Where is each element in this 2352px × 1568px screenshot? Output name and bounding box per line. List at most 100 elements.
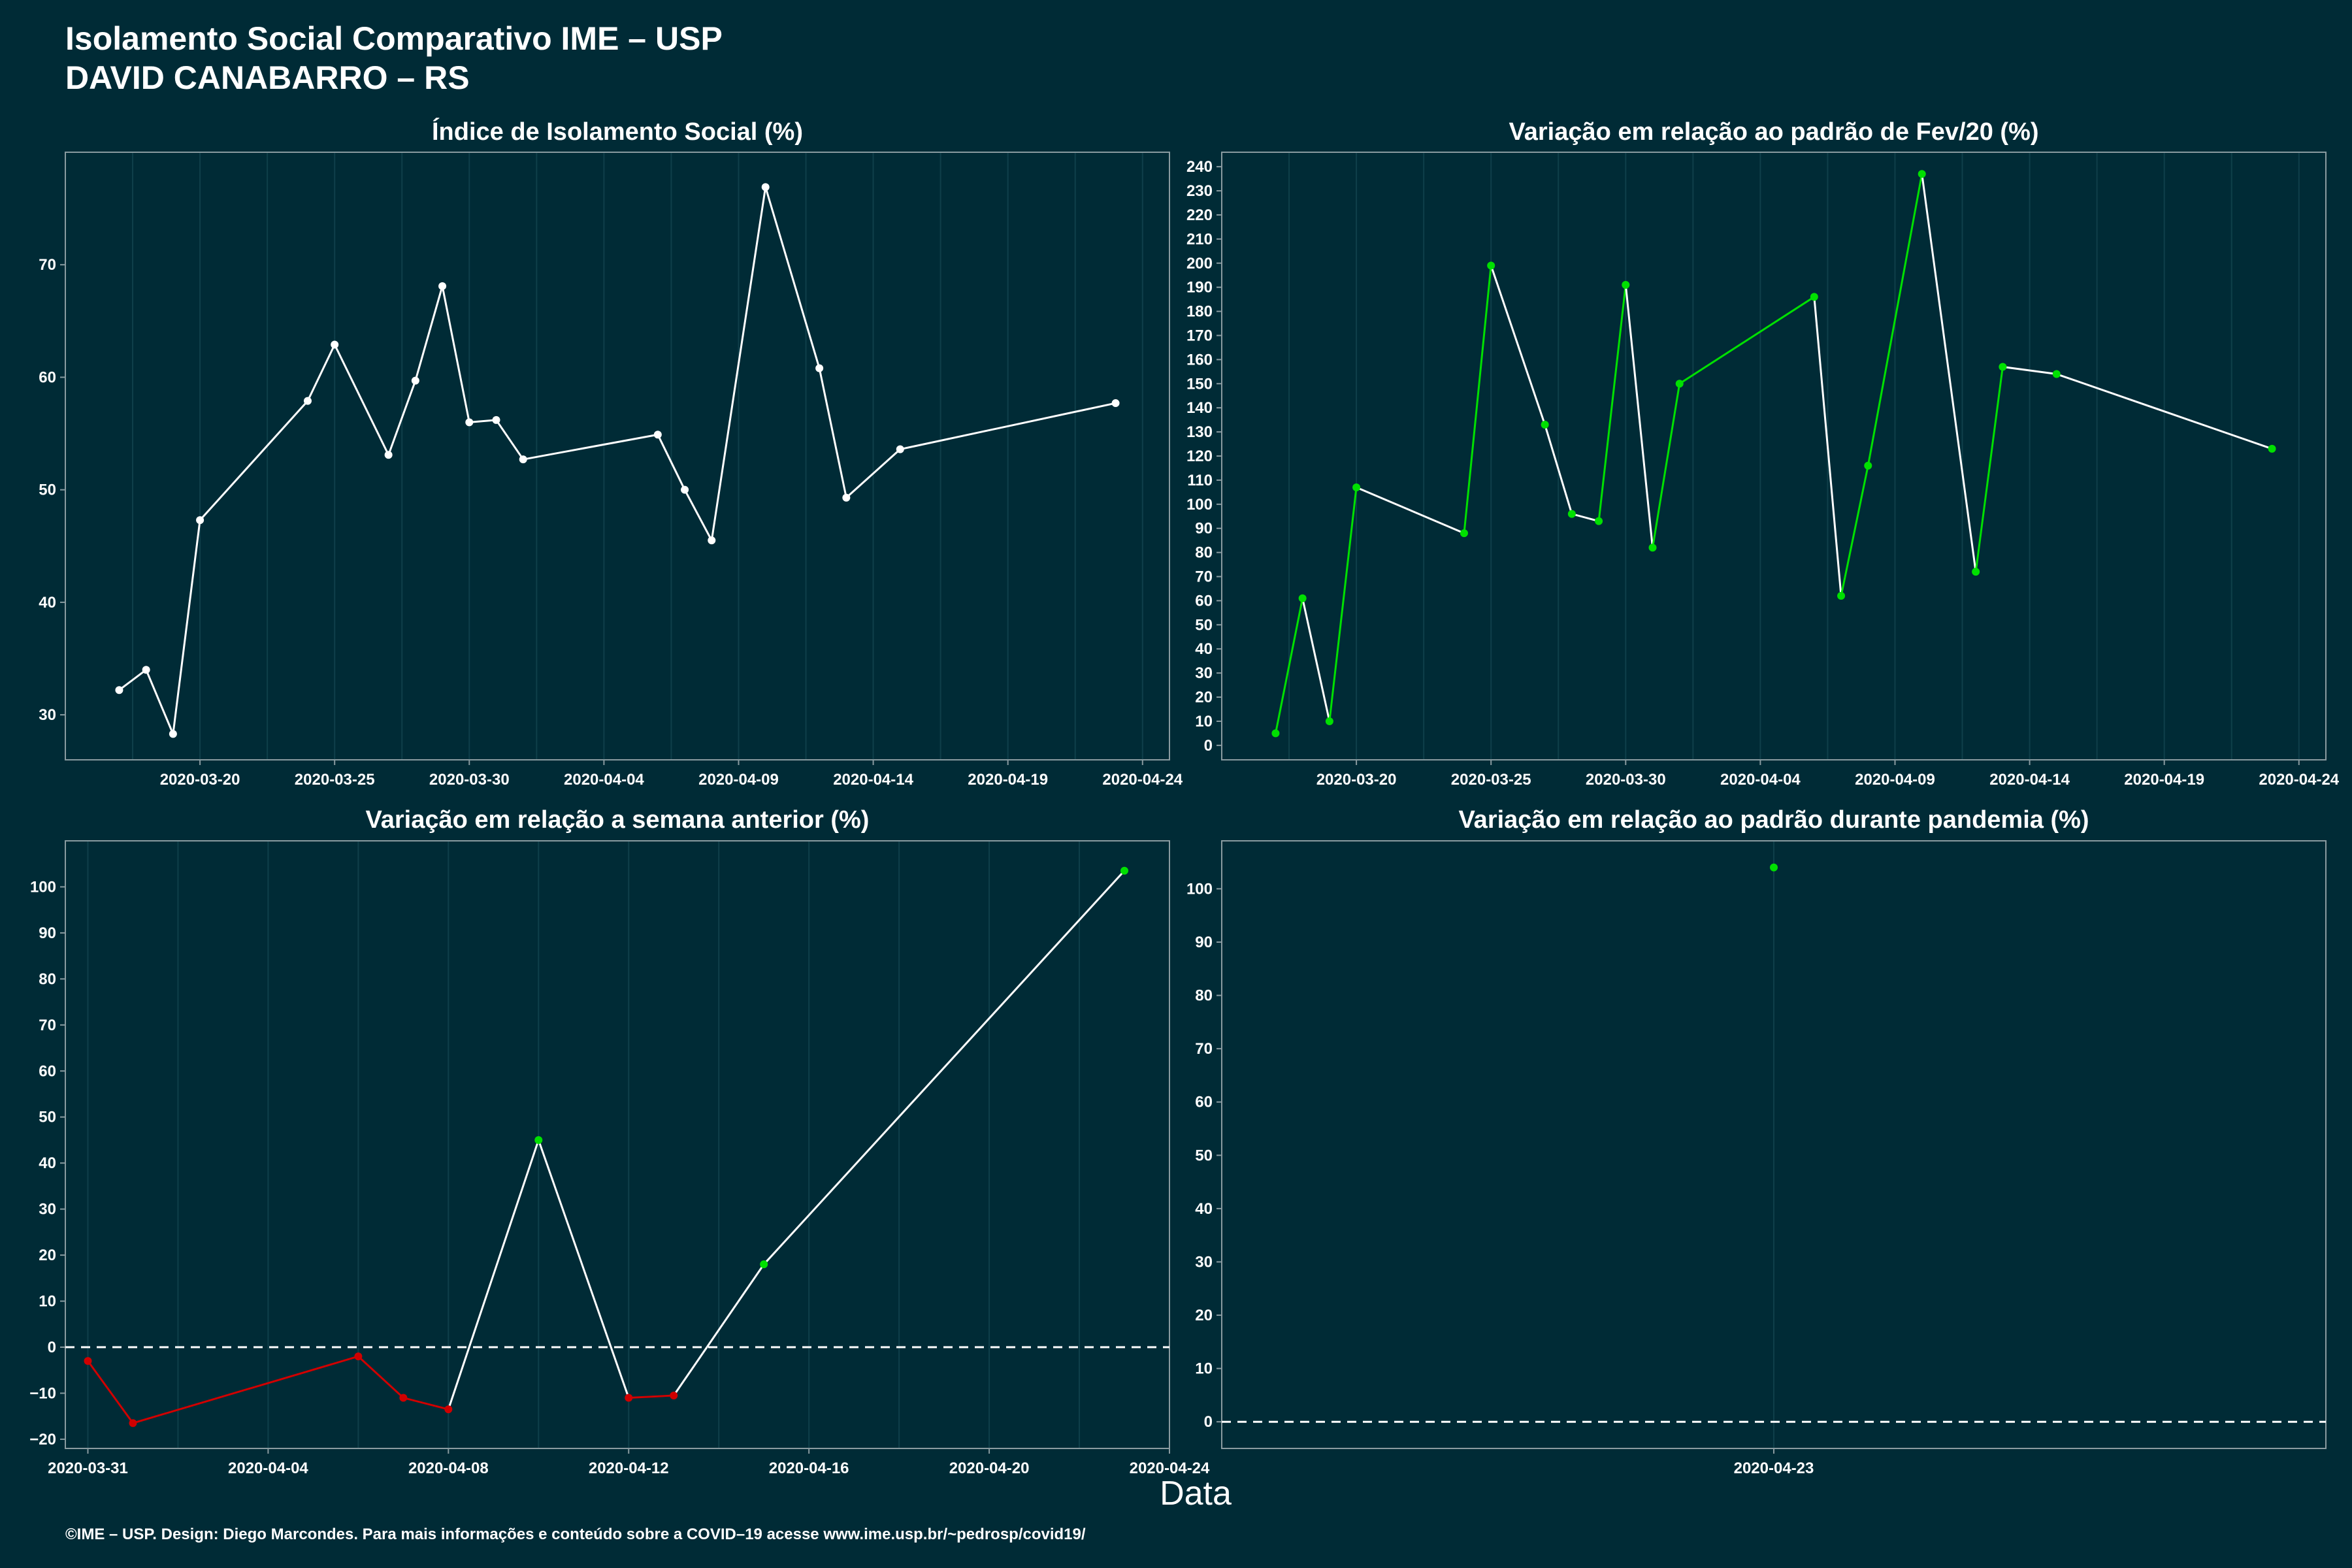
y-tick-label: 140 bbox=[1186, 399, 1213, 417]
series-segment bbox=[1274, 598, 1304, 734]
x-tick-label: 2020-04-08 bbox=[408, 1460, 489, 1477]
series-segment bbox=[1867, 173, 1923, 466]
data-point bbox=[1487, 261, 1495, 270]
y-tick-label: 230 bbox=[1186, 182, 1213, 200]
y-tick-label: 30 bbox=[1195, 1253, 1213, 1271]
y-tick-label: 0 bbox=[48, 1339, 56, 1356]
panel1: Índice de Isolamento Social (%) 30 40 50 60 7… bbox=[39, 117, 1183, 789]
data-point bbox=[438, 282, 447, 290]
series-segment bbox=[172, 519, 201, 734]
data-point bbox=[1541, 421, 1549, 429]
data-point bbox=[1111, 399, 1120, 408]
x-tick-label: 2020-04-09 bbox=[698, 771, 779, 789]
y-tick-label: 80 bbox=[1195, 544, 1213, 562]
data-point bbox=[1622, 280, 1630, 289]
series-segment bbox=[523, 433, 659, 461]
data-point bbox=[1595, 517, 1603, 525]
series-segment bbox=[402, 1397, 449, 1411]
data-point bbox=[1999, 363, 2007, 371]
x-tick-label: 2020-04-24 bbox=[1130, 1460, 1210, 1477]
y-tick-label: 60 bbox=[1195, 592, 1213, 610]
y-tick-label: 30 bbox=[39, 706, 56, 724]
series-segment bbox=[537, 1139, 630, 1398]
y-tick-label: 160 bbox=[1186, 351, 1213, 368]
y-tick-label: 60 bbox=[39, 368, 56, 386]
y-tick-label: 190 bbox=[1186, 279, 1213, 297]
series-segment bbox=[387, 380, 417, 455]
y-tick-label: 100 bbox=[30, 878, 56, 896]
data-point bbox=[1325, 717, 1333, 725]
y-tick-label: 150 bbox=[1186, 375, 1213, 393]
series-segment bbox=[629, 1394, 674, 1399]
y-tick-label: 70 bbox=[39, 1017, 56, 1034]
data-point bbox=[465, 418, 474, 427]
x-tick-label: 2020-03-20 bbox=[1316, 771, 1397, 789]
data-point bbox=[1648, 544, 1657, 552]
panels: Índice de Isolamento Social (%) 30 40 50 60 7… bbox=[29, 117, 2340, 1477]
data-point bbox=[653, 431, 662, 439]
y-tick-label: 90 bbox=[1195, 520, 1213, 538]
x-tick-label: 2020-04-04 bbox=[1720, 771, 1801, 789]
x-tick-label: 2020-04-24 bbox=[1102, 771, 1183, 789]
footer-caption: ©IME – USP. Design: Diego Marcondes. Par… bbox=[65, 1526, 1086, 1543]
series-segment bbox=[414, 286, 444, 382]
x-tick-label: 2020-04-19 bbox=[968, 771, 1048, 789]
data-point bbox=[354, 1352, 363, 1361]
x-tick-label: 2020-04-14 bbox=[1989, 771, 2070, 789]
series-segment bbox=[1544, 424, 1573, 515]
y-tick-label: 60 bbox=[1195, 1094, 1213, 1111]
y-tick-label: 100 bbox=[1186, 880, 1213, 898]
data-point bbox=[1972, 568, 1980, 576]
panel-title: Índice de Isolamento Social (%) bbox=[432, 117, 803, 146]
series-segment bbox=[1678, 296, 1815, 385]
data-point bbox=[670, 1391, 678, 1399]
series-segment bbox=[1921, 174, 1977, 572]
y-tick-label: 30 bbox=[39, 1201, 56, 1218]
x-tick-label: 2020-04-12 bbox=[589, 1460, 669, 1477]
x-tick-label: 2020-04-14 bbox=[833, 771, 913, 789]
data-point bbox=[1271, 729, 1280, 738]
y-tick-label: 100 bbox=[1186, 496, 1213, 514]
data-point bbox=[1770, 863, 1778, 872]
y-tick-label: 70 bbox=[39, 256, 56, 274]
y-tick-label: 50 bbox=[1195, 1147, 1213, 1164]
series-segment bbox=[672, 1264, 765, 1396]
data-point bbox=[1918, 170, 1926, 178]
y-tick-label: 70 bbox=[1195, 568, 1213, 586]
series-segment bbox=[764, 186, 821, 369]
series-segment bbox=[357, 1355, 404, 1399]
x-tick-label: 2020-03-20 bbox=[160, 771, 240, 789]
data-point bbox=[84, 1357, 92, 1365]
data-point bbox=[534, 1135, 543, 1144]
data-point bbox=[681, 485, 689, 494]
data-point bbox=[303, 397, 312, 405]
data-point bbox=[1675, 380, 1684, 388]
data-point bbox=[411, 376, 419, 385]
data-point bbox=[519, 455, 527, 464]
data-point bbox=[1352, 483, 1361, 491]
y-tick-label: 120 bbox=[1186, 448, 1213, 465]
series-segment bbox=[469, 419, 497, 423]
series-segment bbox=[1624, 284, 1654, 548]
data-point bbox=[142, 666, 150, 674]
y-tick-label: 50 bbox=[39, 482, 56, 499]
x-tick-label: 2020-04-09 bbox=[1855, 771, 1935, 789]
series-segment bbox=[118, 669, 147, 691]
y-tick-label: 50 bbox=[1195, 616, 1213, 634]
x-tick-label: 2020-04-04 bbox=[564, 771, 644, 789]
y-tick-label: 30 bbox=[1195, 664, 1213, 682]
y-tick-label: 40 bbox=[1195, 1200, 1213, 1218]
data-point bbox=[1810, 293, 1818, 301]
data-point bbox=[2052, 370, 2061, 378]
y-tick-label: 0 bbox=[1204, 1413, 1213, 1431]
series-segment bbox=[710, 187, 767, 541]
y-tick-label: 220 bbox=[1186, 206, 1213, 224]
data-point bbox=[815, 364, 824, 372]
data-point bbox=[129, 1419, 137, 1428]
series-segment bbox=[1356, 486, 1465, 534]
y-tick-label: 180 bbox=[1186, 303, 1213, 321]
data-point bbox=[760, 1260, 768, 1269]
series-segment bbox=[1597, 284, 1627, 521]
y-tick-label: 210 bbox=[1186, 231, 1213, 248]
y-tick-label: 20 bbox=[39, 1247, 56, 1264]
